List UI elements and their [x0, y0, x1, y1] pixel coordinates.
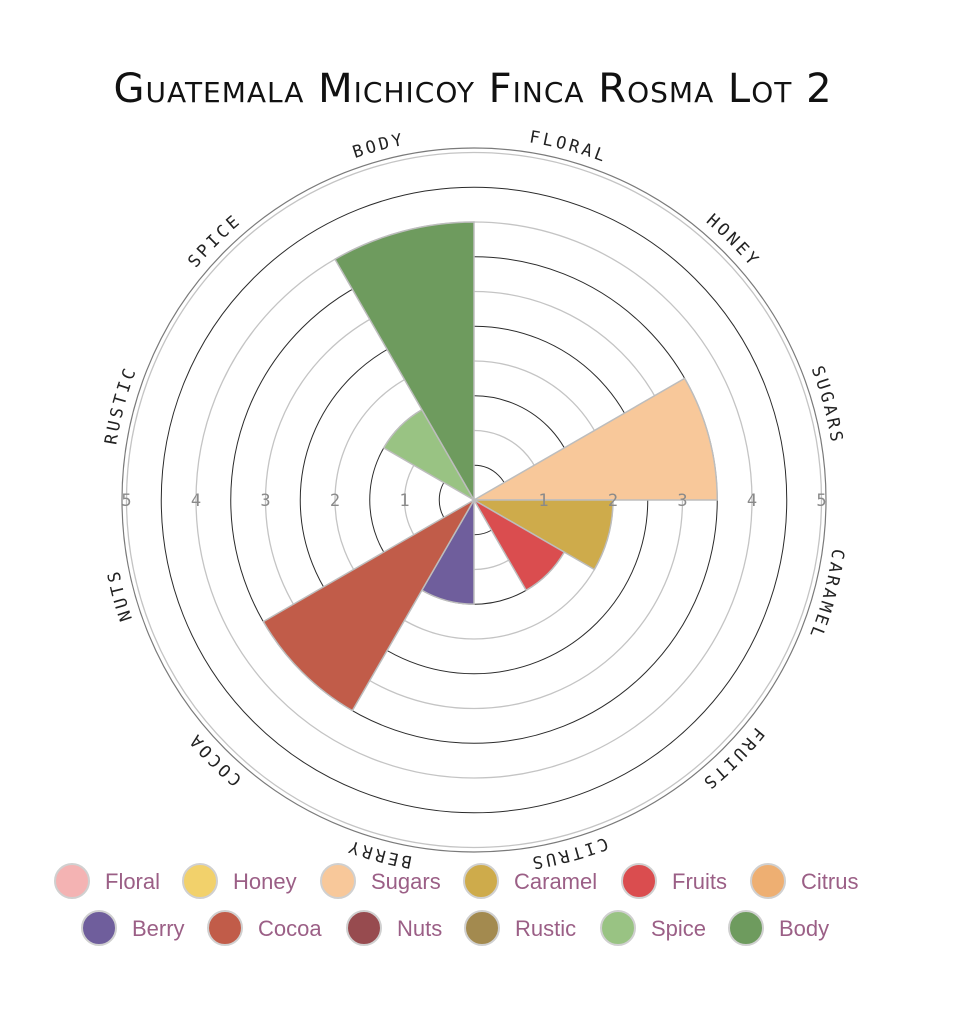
legend-swatch-floral	[54, 863, 90, 899]
category-label: BODY	[350, 130, 407, 163]
legend-label-berry: Berry	[132, 916, 185, 941]
legend-label-cocoa: Cocoa	[258, 916, 322, 941]
legend-swatch-body	[728, 910, 764, 946]
tick-label: 4	[747, 491, 757, 511]
tick-label: 3	[677, 491, 687, 511]
wedge-body	[333, 221, 475, 503]
legend: Floral Honey Sugars Caramel Fruits Citrus Berr…	[54, 863, 858, 946]
legend-swatch-spice	[600, 910, 636, 946]
radial-tick-labels: 1 1 2 2 3 3 4 4 5 5	[121, 491, 826, 511]
legend-label-citrus: Citrus	[801, 869, 858, 894]
legend-swatch-fruits	[621, 863, 657, 899]
tick-label: 1	[399, 491, 409, 511]
legend-label-spice: Spice	[651, 916, 706, 941]
legend-label-floral: Floral	[105, 869, 160, 894]
legend-label-rustic: Rustic	[515, 916, 576, 941]
tick-label: 2	[608, 491, 618, 511]
category-label: FRUITS	[697, 723, 768, 794]
legend-swatch-sugars	[320, 863, 356, 899]
legend-swatch-caramel	[463, 863, 499, 899]
legend-swatch-honey	[182, 863, 218, 899]
outer-circle	[121, 147, 827, 853]
wedge-caramel	[471, 499, 614, 571]
legend-label-honey: Honey	[233, 869, 297, 894]
legend-swatch-nuts	[346, 910, 382, 946]
wedge-sugars	[471, 377, 719, 501]
legend-swatch-berry	[81, 910, 117, 946]
grid-ring	[160, 186, 788, 814]
category-label: SPICE	[184, 210, 245, 271]
wedge-fruits	[471, 497, 566, 592]
legend-label-body: Body	[779, 916, 829, 941]
tick-label: 3	[260, 491, 270, 511]
category-label: COCOA	[184, 728, 245, 789]
legend-swatch-citrus	[750, 863, 786, 899]
legend-swatch-rustic	[464, 910, 500, 946]
legend-label-caramel: Caramel	[514, 869, 597, 894]
tick-label: 1	[538, 491, 548, 511]
category-label: CARAMEL	[804, 547, 847, 643]
tick-label: 5	[121, 491, 131, 511]
category-label: NUTS	[104, 567, 137, 624]
chart-title: Guatemala Michicoy Finca Rosma Lot 2	[113, 66, 832, 112]
grid-ring	[125, 151, 823, 849]
legend-swatch-cocoa	[207, 910, 243, 946]
tick-label: 4	[191, 491, 201, 511]
wedge-cocoa	[262, 497, 477, 712]
tick-label: 5	[816, 491, 826, 511]
wedges	[262, 221, 719, 712]
outer-ring	[121, 147, 827, 853]
tick-label: 2	[330, 491, 340, 511]
category-label: HONEY	[702, 210, 763, 271]
legend-label-sugars: Sugars	[371, 869, 441, 894]
legend-label-fruits: Fruits	[672, 869, 727, 894]
legend-label-nuts: Nuts	[397, 916, 442, 941]
